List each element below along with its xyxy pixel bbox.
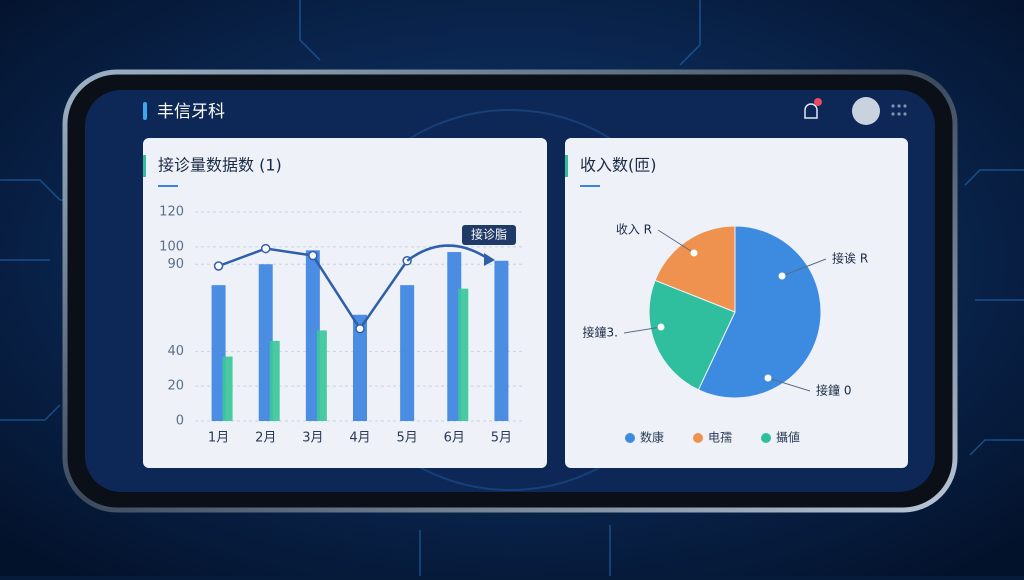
line-point bbox=[355, 323, 365, 334]
bar bbox=[258, 264, 273, 421]
title-underline bbox=[158, 185, 178, 187]
line-point bbox=[308, 250, 318, 261]
bar-card bbox=[143, 138, 547, 468]
legend-swatch bbox=[625, 433, 635, 443]
slice-label: 接鐘3. bbox=[583, 325, 618, 340]
bar bbox=[447, 252, 462, 421]
y-tick-label: 0 bbox=[176, 414, 184, 429]
bar bbox=[269, 340, 280, 421]
pie-slice bbox=[697, 225, 822, 399]
bar bbox=[211, 285, 226, 421]
x-tick-label: 6月 bbox=[444, 431, 465, 446]
legend-swatch bbox=[693, 433, 703, 443]
leader-dot bbox=[690, 249, 698, 257]
x-tick-label: 5月 bbox=[491, 431, 512, 446]
legend-swatch bbox=[761, 433, 771, 443]
leader-dot bbox=[778, 272, 786, 280]
line-arrow bbox=[406, 244, 491, 262]
card-accent bbox=[143, 155, 146, 177]
annotation-box bbox=[462, 225, 516, 245]
pie-slice bbox=[648, 279, 736, 391]
x-tick-label: 1月 bbox=[208, 431, 229, 446]
leader-line bbox=[657, 229, 695, 254]
y-tick-label: 20 bbox=[167, 379, 184, 394]
legend-label: 数康 bbox=[640, 430, 664, 445]
leader-dot bbox=[764, 374, 772, 382]
card-accent bbox=[565, 155, 568, 177]
y-tick-label: 100 bbox=[159, 239, 184, 254]
pie-card-title: 收入数(匝) bbox=[580, 156, 657, 175]
slice-label: 收入 R bbox=[616, 223, 652, 237]
bar bbox=[494, 260, 509, 421]
slice-label: 接诶 R bbox=[832, 251, 868, 266]
bar bbox=[222, 356, 233, 421]
line-point bbox=[213, 261, 224, 271]
y-tick-label: 120 bbox=[159, 205, 184, 220]
logo-bar bbox=[143, 102, 147, 120]
legend-label: 攝値 bbox=[776, 430, 800, 445]
x-tick-label: 5月 bbox=[397, 431, 418, 446]
leader-line bbox=[623, 326, 662, 334]
x-tick-label: 3月 bbox=[302, 431, 323, 446]
title-underline bbox=[580, 185, 600, 187]
pie-slice bbox=[654, 225, 736, 313]
bar bbox=[316, 330, 327, 421]
menu-dots[interactable] bbox=[891, 104, 907, 116]
app-title: 丰信牙科 bbox=[157, 102, 225, 122]
legend-label: 电孺 bbox=[708, 431, 732, 445]
bar bbox=[458, 288, 469, 421]
x-tick-label: 2月 bbox=[255, 431, 276, 446]
leader-dot bbox=[657, 323, 665, 331]
bar bbox=[305, 250, 320, 421]
line-point bbox=[260, 243, 271, 254]
bell-icon[interactable] bbox=[804, 98, 822, 119]
leader-line bbox=[781, 258, 827, 277]
y-tick-label: 40 bbox=[167, 344, 184, 359]
leader-line bbox=[767, 377, 811, 392]
bar bbox=[353, 314, 367, 421]
bar bbox=[400, 285, 415, 421]
slice-label: 接鐘 0 bbox=[816, 383, 851, 398]
y-tick-label: 90 bbox=[167, 257, 184, 272]
annotation: 接诊脂 bbox=[471, 227, 507, 242]
arrow-head bbox=[484, 253, 495, 266]
avatar[interactable] bbox=[852, 97, 880, 125]
bar-card-title: 接诊量数据数 (1) bbox=[158, 156, 282, 175]
x-tick-label: 4月 bbox=[349, 431, 370, 446]
